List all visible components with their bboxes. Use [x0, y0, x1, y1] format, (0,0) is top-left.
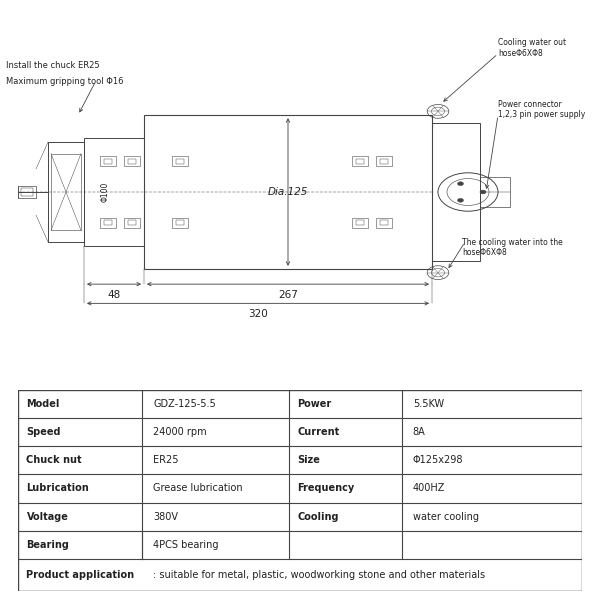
Bar — [432, 123, 480, 261]
Text: Power: Power — [297, 399, 331, 409]
Bar — [352, 218, 368, 228]
Bar — [124, 156, 140, 166]
Text: Φ125x298: Φ125x298 — [413, 455, 463, 466]
Text: 380V: 380V — [154, 512, 178, 521]
Bar — [380, 159, 388, 164]
Bar — [144, 115, 432, 269]
Bar — [356, 220, 364, 225]
Text: Grease lubrication: Grease lubrication — [154, 484, 243, 493]
Text: 400HZ: 400HZ — [413, 484, 445, 493]
Text: 4PCS bearing: 4PCS bearing — [154, 540, 219, 550]
Text: Voltage: Voltage — [26, 512, 68, 521]
Bar — [124, 218, 140, 228]
Text: Current: Current — [297, 427, 340, 437]
Bar — [21, 188, 33, 196]
Bar — [380, 220, 388, 225]
Text: Φ100: Φ100 — [101, 182, 110, 202]
Bar — [104, 159, 112, 164]
Bar — [48, 142, 84, 242]
Text: Dia.125: Dia.125 — [268, 187, 308, 197]
Text: 8A: 8A — [413, 427, 425, 437]
Bar — [176, 159, 184, 164]
Bar — [376, 218, 392, 228]
Text: Cooling water out
hoseΦ6XΦ8: Cooling water out hoseΦ6XΦ8 — [498, 38, 566, 58]
Text: Speed: Speed — [26, 427, 61, 437]
Text: Install the chuck ER25: Install the chuck ER25 — [6, 61, 100, 70]
Text: ER25: ER25 — [154, 455, 179, 466]
Bar — [18, 186, 36, 198]
Bar — [352, 156, 368, 166]
Text: GDZ-125-5.5: GDZ-125-5.5 — [154, 399, 216, 409]
Bar — [84, 138, 144, 246]
Text: 320: 320 — [248, 309, 268, 319]
Text: Lubrication: Lubrication — [26, 484, 89, 493]
Text: Size: Size — [297, 455, 320, 466]
Text: Maximum gripping tool Φ16: Maximum gripping tool Φ16 — [6, 77, 124, 86]
Circle shape — [480, 190, 486, 194]
Bar — [172, 156, 188, 166]
Bar — [104, 220, 112, 225]
Text: Cooling: Cooling — [297, 512, 338, 521]
Text: Bearing: Bearing — [26, 540, 70, 550]
Text: Model: Model — [26, 399, 60, 409]
Text: 267: 267 — [278, 290, 298, 300]
Text: 24000 rpm: 24000 rpm — [154, 427, 207, 437]
Bar — [51, 154, 81, 230]
Text: water cooling: water cooling — [413, 512, 479, 521]
Bar — [128, 159, 136, 164]
Text: : suitable for metal, plastic, woodworking stone and other materials: : suitable for metal, plastic, woodworki… — [154, 570, 485, 580]
Circle shape — [458, 182, 464, 185]
Text: 48: 48 — [107, 290, 121, 300]
Bar — [480, 176, 510, 208]
Circle shape — [458, 199, 464, 202]
Text: Product application: Product application — [26, 570, 134, 580]
Text: Chuck nut: Chuck nut — [26, 455, 82, 466]
Bar — [172, 218, 188, 228]
Bar — [100, 218, 116, 228]
Bar — [356, 159, 364, 164]
Bar — [176, 220, 184, 225]
Bar — [100, 156, 116, 166]
Bar — [376, 156, 392, 166]
Bar — [128, 220, 136, 225]
Text: 5.5KW: 5.5KW — [413, 399, 444, 409]
Text: Frequency: Frequency — [297, 484, 355, 493]
Text: The cooling water into the
hoseΦ6XΦ8: The cooling water into the hoseΦ6XΦ8 — [462, 238, 563, 257]
Text: Power connector
1,2,3 pin power supply: Power connector 1,2,3 pin power supply — [498, 100, 585, 119]
